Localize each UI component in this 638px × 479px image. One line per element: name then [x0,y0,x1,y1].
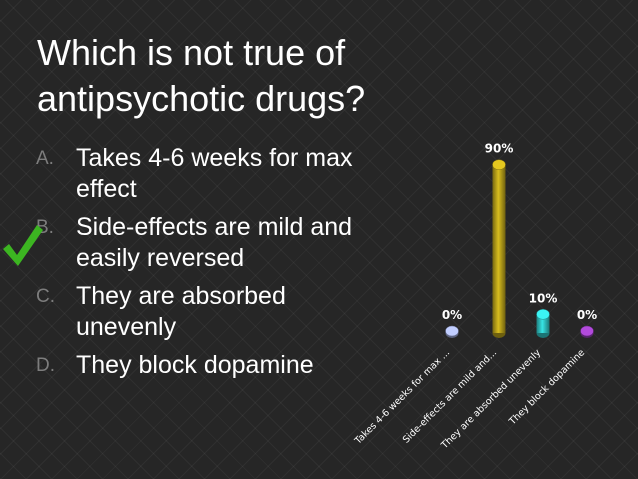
category-tick-label: They block dopamine [507,347,588,428]
option-text: They block dopamine [76,350,406,381]
bar-top [536,309,550,320]
option-text-line: They block dopamine [76,351,314,379]
data-label: 0% [577,308,597,322]
option-text: Takes 4-6 weeks for max effect [76,143,406,205]
option-d: D. They block dopamine [36,350,406,381]
slide-title: Which is not true of antipsychotic drugs… [37,30,437,122]
bar-2 [492,159,506,338]
option-letter: A. [36,148,54,169]
bar-3 [536,309,550,338]
option-text-line: They are absorbed [76,282,286,310]
option-a: A. Takes 4-6 weeks for max effect [36,143,406,205]
option-text-line: unevenly [76,313,177,341]
bar-body [536,314,550,333]
option-b: B. Side-effects are mild and easily reve… [36,212,406,274]
bar-top [580,325,594,337]
title-line-2: antipsychotic drugs? [37,78,366,119]
category-tick-label: Takes 4-6 weeks for max ... [352,347,452,447]
bar-4 [580,325,594,338]
option-text: Side-effects are mild and easily reverse… [76,212,406,274]
bar-body [492,164,506,333]
option-c: C. They are absorbed unevenly [36,281,406,343]
option-text-line: effect [76,175,137,203]
option-letter: D. [36,355,55,376]
data-label: 90% [485,142,514,156]
bar-top [445,325,459,337]
title-line-1: Which is not true of [37,32,346,73]
option-letter: C. [36,286,55,307]
option-text-line: Takes 4-6 weeks for max [76,144,353,172]
option-text-line: Side-effects are mild and [76,213,353,241]
answer-options: A. Takes 4-6 weeks for max effect B. Sid… [36,143,406,388]
category-tick-label: Side-effects are mild and... [401,347,499,445]
option-text: They are absorbed unevenly [76,281,406,343]
bar-1 [445,325,459,338]
bar-top [492,159,506,170]
checkmark-icon [3,225,43,266]
data-label: 0% [442,308,462,322]
option-text-line: easily reversed [76,244,245,272]
data-label: 10% [529,291,558,305]
